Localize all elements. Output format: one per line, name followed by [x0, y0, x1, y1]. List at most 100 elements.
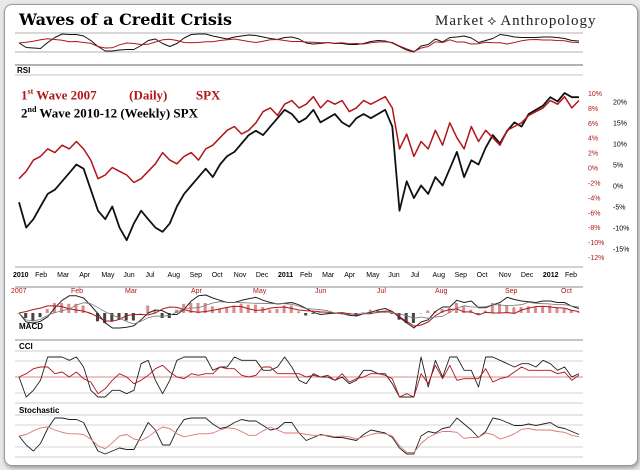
- macd-bar: [239, 303, 243, 313]
- x-tick-label-red: May: [253, 288, 267, 295]
- macd-bar: [60, 303, 64, 313]
- x-tick-label: Mar: [57, 272, 70, 279]
- x-tick-label-red: Jun: [315, 288, 326, 295]
- macd-bar: [174, 309, 178, 313]
- x-tick-label: Sep: [455, 272, 468, 279]
- macd-bar: [426, 310, 430, 313]
- macd-bar: [160, 313, 164, 318]
- macd-bar: [24, 313, 28, 318]
- x-tick-label: Aug: [168, 272, 181, 279]
- x-tick-label: Jul: [145, 272, 154, 279]
- macd-bar: [45, 308, 49, 313]
- x-tick-label-red: Aug: [435, 288, 448, 295]
- legend-wave-2: 2nd Wave 2010-12 (Weekly) SPX: [21, 105, 198, 121]
- macd-bar: [131, 313, 135, 321]
- series-line-wave-2: [18, 92, 579, 242]
- macd-bar: [139, 313, 143, 314]
- y-tick-red: -12%: [588, 255, 604, 262]
- macd-bar: [153, 309, 157, 313]
- macd-bar: [469, 309, 473, 313]
- macd-signal-line: [18, 301, 580, 325]
- x-tick-label: Feb: [565, 272, 577, 279]
- chart-title: Waves of a Credit Crisis: [19, 10, 232, 29]
- x-tick-label: Jun: [388, 272, 399, 279]
- macd-bar: [38, 313, 42, 318]
- macd-bar: [74, 303, 78, 313]
- price-panel: 10% 8% 6% 4% 2% 0% -2% -4% -6% -8% -10% -12% 20% 15% 1…: [15, 74, 629, 268]
- macd-bar: [81, 305, 85, 313]
- x-tick-label-red: 2007: [11, 288, 27, 295]
- x-tick-label: May: [366, 272, 380, 279]
- macd-bar: [203, 303, 207, 313]
- series-line-wave-1: [18, 95, 580, 184]
- macd-bar: [577, 312, 580, 313]
- macd-bar: [110, 313, 114, 322]
- x-tick-label: Aug: [433, 272, 446, 279]
- cci-label: CCI: [19, 342, 33, 351]
- y-tick-red: 8%: [588, 106, 598, 113]
- x-tick-label: May: [101, 272, 115, 279]
- x-tick-label-red: Apr: [191, 288, 203, 295]
- y-tick-red: 6%: [588, 121, 598, 128]
- x-tick-label: Nov: [234, 272, 247, 279]
- macd-bar: [311, 313, 315, 314]
- rsi-label: RSI: [17, 66, 30, 75]
- x-tick-label-red: Mar: [125, 288, 138, 295]
- rsi-line-wave-1: [18, 38, 580, 52]
- macd-bar: [268, 309, 272, 313]
- y-tick-red: 2%: [588, 151, 598, 158]
- cci-panel: CCI: [15, 342, 583, 404]
- chart-frame: Waves of a Credit Crisis Market ⟡ Anthropo…: [4, 4, 638, 466]
- dna-icon: ⟡: [487, 14, 498, 29]
- macd-bar: [440, 308, 444, 313]
- x-axis: 2010 Feb Mar Apr May Jun Jul Aug Sep Oct Nov Dec 201…: [11, 272, 577, 295]
- y-tick-black: -15%: [613, 247, 629, 254]
- macd-bar: [210, 306, 214, 313]
- brand-right: Anthropology: [500, 13, 597, 29]
- macd-bar: [555, 308, 559, 313]
- x-tick-label: Mar: [322, 272, 335, 279]
- macd-bar: [124, 313, 128, 321]
- macd-bar: [304, 313, 308, 316]
- x-tick-label-red: Feb: [71, 288, 83, 295]
- macd-bar: [361, 312, 365, 313]
- y-tick-black: 5%: [613, 162, 623, 169]
- macd-bar: [31, 313, 35, 322]
- rsi-panel: RSI: [15, 32, 583, 75]
- macd-line-wave-1: [18, 305, 580, 327]
- macd-bar: [225, 308, 229, 313]
- y-tick-red: -10%: [588, 240, 604, 247]
- macd-panel: MACD: [15, 286, 583, 341]
- x-tick-label: Oct: [212, 272, 223, 279]
- cci-line-wave-2: [18, 356, 580, 398]
- x-tick-label: Dec: [521, 272, 534, 279]
- y-tick-black: -5%: [613, 205, 625, 212]
- macd-bar: [282, 305, 286, 313]
- macd-line-wave-2: [18, 294, 580, 329]
- x-tick-label: Apr: [79, 272, 91, 279]
- macd-bar: [483, 310, 487, 313]
- macd-bar: [526, 306, 530, 313]
- y-tick-red: -2%: [588, 180, 600, 187]
- brand-left: Market: [435, 13, 485, 29]
- macd-bar: [232, 305, 236, 313]
- y-tick-black: -10%: [613, 226, 629, 233]
- macd-bar: [476, 313, 480, 314]
- macd-bar: [117, 313, 121, 320]
- macd-bar: [562, 308, 566, 313]
- rsi-line-wave-2: [18, 33, 580, 53]
- x-tick-label: Apr: [344, 272, 356, 279]
- macd-bar: [218, 308, 222, 313]
- stochastic-panel: Stochastic: [15, 406, 583, 458]
- macd-bar: [146, 305, 150, 313]
- macd-bar: [541, 306, 545, 313]
- cci-line-wave-1: [18, 364, 580, 398]
- macd-bar: [512, 307, 516, 313]
- macd-bar: [318, 312, 322, 313]
- macd-bar: [325, 313, 329, 314]
- macd-bar: [289, 305, 293, 313]
- macd-bar: [569, 310, 573, 313]
- macd-label: MACD: [19, 322, 43, 331]
- chart-svg: RSI 10% 8% 6% 4% 2% 0% -2% -4% -6% -8% -10% -12% 20%…: [11, 32, 629, 458]
- macd-bar: [498, 303, 502, 313]
